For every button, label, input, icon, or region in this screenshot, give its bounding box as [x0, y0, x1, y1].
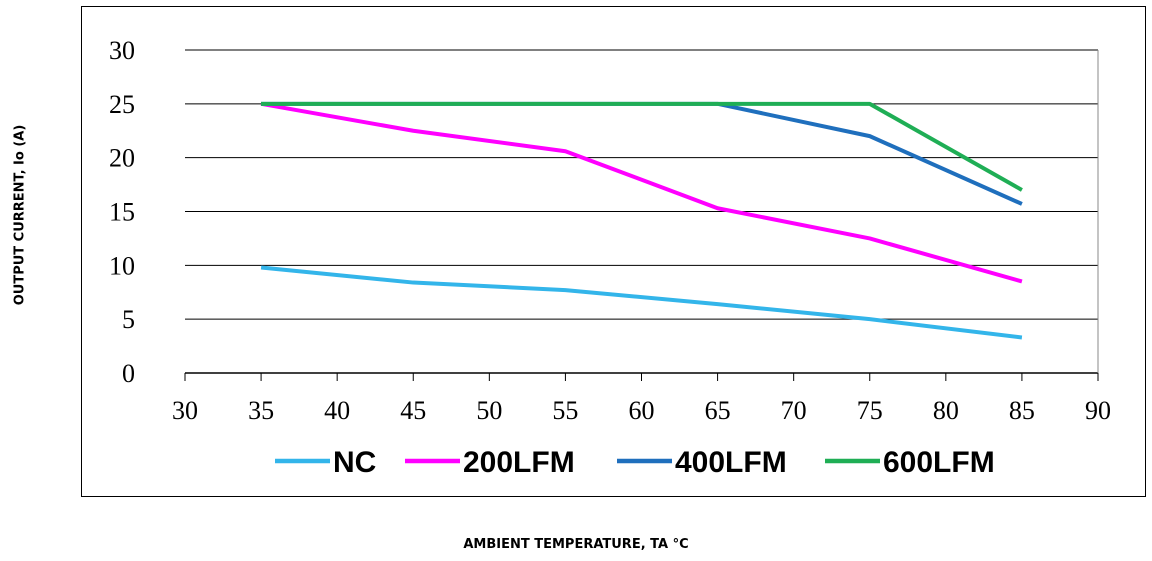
x-tick-label: 40: [324, 396, 350, 425]
legend-label: 600LFM: [883, 446, 995, 479]
x-tick-label: 65: [705, 396, 731, 425]
legend-label: 200LFM: [463, 446, 575, 479]
series-lines: [260, 101, 1023, 340]
x-tick-label: 30: [172, 396, 198, 425]
x-tick-labels: 30 35 40 45 50 55 60 65 70 75 80 85 90: [172, 396, 1111, 425]
series-line-600lfm: [261, 101, 1023, 192]
y-tick-label: 5: [122, 305, 135, 334]
legend-label: 400LFM: [675, 446, 787, 479]
series-line-nc: [260, 265, 1023, 340]
x-tick-label: 85: [1009, 396, 1035, 425]
axes: [184, 50, 1099, 381]
y-tick-label: 25: [109, 90, 135, 119]
x-tick-label: 45: [400, 396, 426, 425]
y-tick-label: 15: [109, 198, 135, 227]
y-tick-label: 20: [109, 144, 135, 173]
x-tick-label: 55: [552, 396, 578, 425]
y-tick-label: 10: [109, 251, 135, 280]
x-tick-label: 50: [476, 396, 502, 425]
chart-border: [81, 6, 1146, 497]
y-tick-label: 0: [122, 359, 135, 388]
x-tick-label: 35: [248, 396, 274, 425]
x-tick-label: 90: [1085, 396, 1111, 425]
series-line-200lfm: [260, 101, 1023, 284]
legend: NC 200LFM 400LFM 600LFM: [275, 446, 995, 479]
x-tick-label: 75: [857, 396, 883, 425]
x-tick-label: 80: [933, 396, 959, 425]
x-tick-label: 70: [781, 396, 807, 425]
x-tick-label: 60: [629, 396, 655, 425]
legend-label: NC: [333, 446, 376, 479]
y-tick-labels: 0 5 10 15 20 25 30: [109, 36, 135, 388]
x-axis-title: AMBIENT TEMPERATURE, TA °C: [463, 537, 689, 552]
y-tick-label: 30: [109, 36, 135, 65]
